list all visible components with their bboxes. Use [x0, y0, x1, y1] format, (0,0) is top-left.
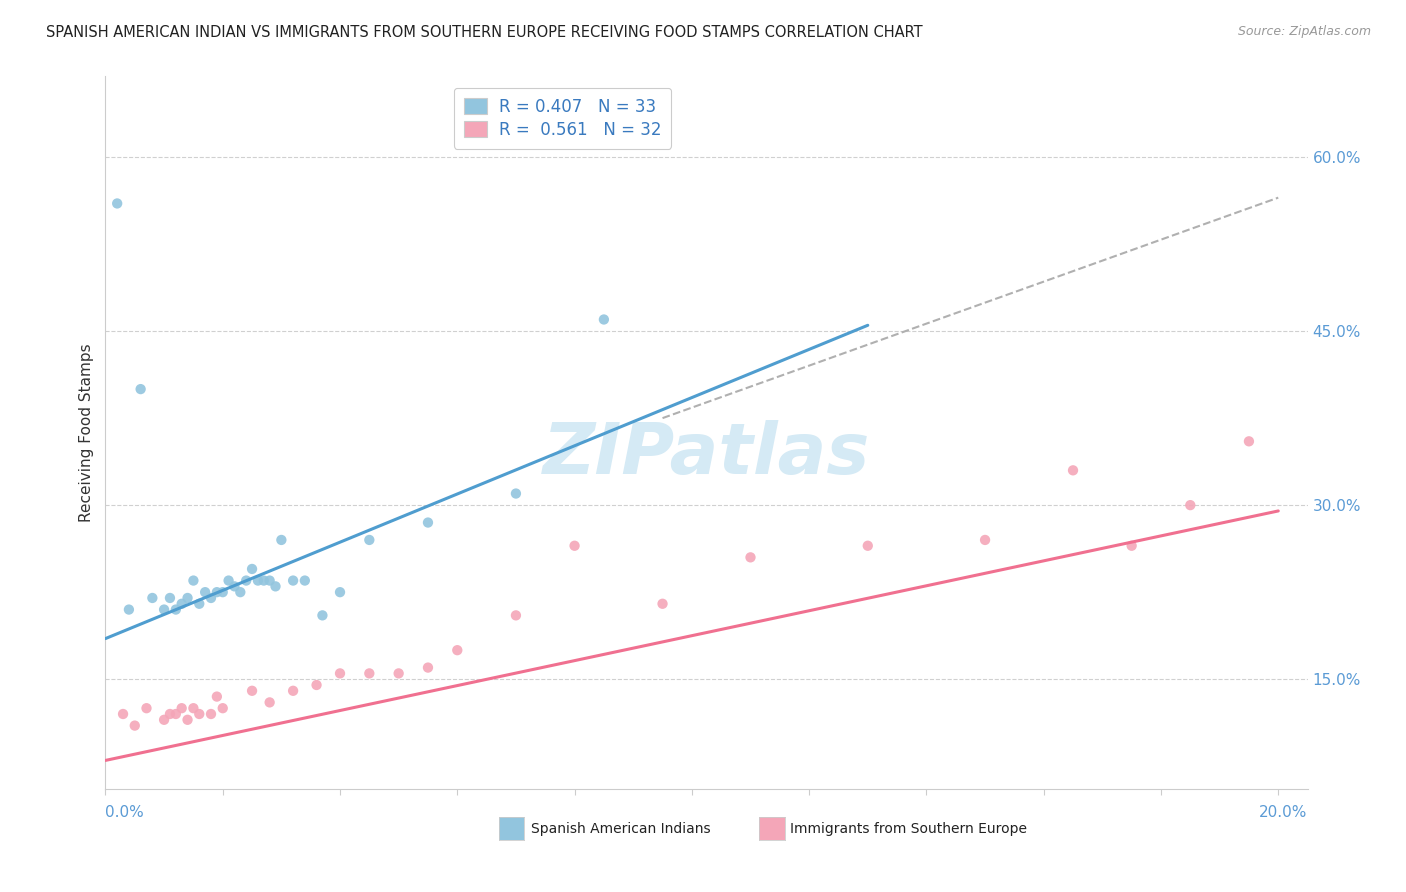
Y-axis label: Receiving Food Stamps: Receiving Food Stamps — [79, 343, 94, 522]
Text: Immigrants from Southern Europe: Immigrants from Southern Europe — [790, 822, 1028, 836]
Point — [446, 643, 468, 657]
Point — [194, 585, 217, 599]
Point — [281, 574, 304, 588]
Point — [329, 666, 352, 681]
Point — [176, 713, 198, 727]
Point — [259, 695, 281, 709]
Point — [141, 591, 163, 605]
Point — [294, 574, 316, 588]
Point — [651, 597, 673, 611]
Point — [305, 678, 328, 692]
Point — [270, 533, 292, 547]
Point — [564, 539, 586, 553]
Point — [170, 701, 193, 715]
Point — [118, 602, 141, 616]
Point — [205, 585, 228, 599]
Point — [1062, 463, 1084, 477]
Point — [264, 579, 287, 593]
Point — [153, 713, 176, 727]
Point — [124, 718, 146, 732]
Text: Source: ZipAtlas.com: Source: ZipAtlas.com — [1237, 25, 1371, 38]
Point — [253, 574, 276, 588]
Text: ZIPatlas: ZIPatlas — [543, 419, 870, 489]
Point — [159, 591, 181, 605]
Point — [505, 608, 527, 623]
Point — [416, 660, 439, 674]
Point — [211, 701, 233, 715]
Text: 0.0%: 0.0% — [105, 805, 145, 820]
Point — [259, 574, 281, 588]
Point — [235, 574, 257, 588]
Point — [311, 608, 333, 623]
Point — [211, 585, 233, 599]
Point — [165, 706, 187, 721]
Point — [359, 533, 381, 547]
Point — [1121, 539, 1143, 553]
Point — [416, 516, 439, 530]
Point — [112, 706, 135, 721]
Point — [359, 666, 381, 681]
Point — [188, 706, 211, 721]
Point — [240, 683, 263, 698]
Point — [183, 701, 205, 715]
Point — [205, 690, 228, 704]
Point — [188, 597, 211, 611]
Point — [505, 486, 527, 500]
Point — [240, 562, 263, 576]
Point — [200, 591, 222, 605]
Point — [974, 533, 997, 547]
Point — [135, 701, 157, 715]
Point — [200, 706, 222, 721]
Point — [176, 591, 198, 605]
Point — [224, 579, 246, 593]
Legend: R = 0.407   N = 33, R =  0.561   N = 32: R = 0.407 N = 33, R = 0.561 N = 32 — [454, 87, 671, 149]
Point — [129, 382, 152, 396]
Point — [246, 574, 269, 588]
Text: SPANISH AMERICAN INDIAN VS IMMIGRANTS FROM SOUTHERN EUROPE RECEIVING FOOD STAMPS: SPANISH AMERICAN INDIAN VS IMMIGRANTS FR… — [46, 25, 922, 40]
Point — [218, 574, 240, 588]
Point — [281, 683, 304, 698]
Point — [159, 706, 181, 721]
Point — [1180, 498, 1202, 512]
Point — [1237, 434, 1260, 449]
Point — [740, 550, 762, 565]
Text: 20.0%: 20.0% — [1260, 805, 1308, 820]
Point — [593, 312, 616, 326]
Point — [856, 539, 879, 553]
Text: Spanish American Indians: Spanish American Indians — [531, 822, 711, 836]
Point — [105, 196, 128, 211]
Point — [229, 585, 252, 599]
Point — [183, 574, 205, 588]
Point — [170, 597, 193, 611]
Point — [153, 602, 176, 616]
Point — [165, 602, 187, 616]
Point — [388, 666, 411, 681]
Point — [329, 585, 352, 599]
